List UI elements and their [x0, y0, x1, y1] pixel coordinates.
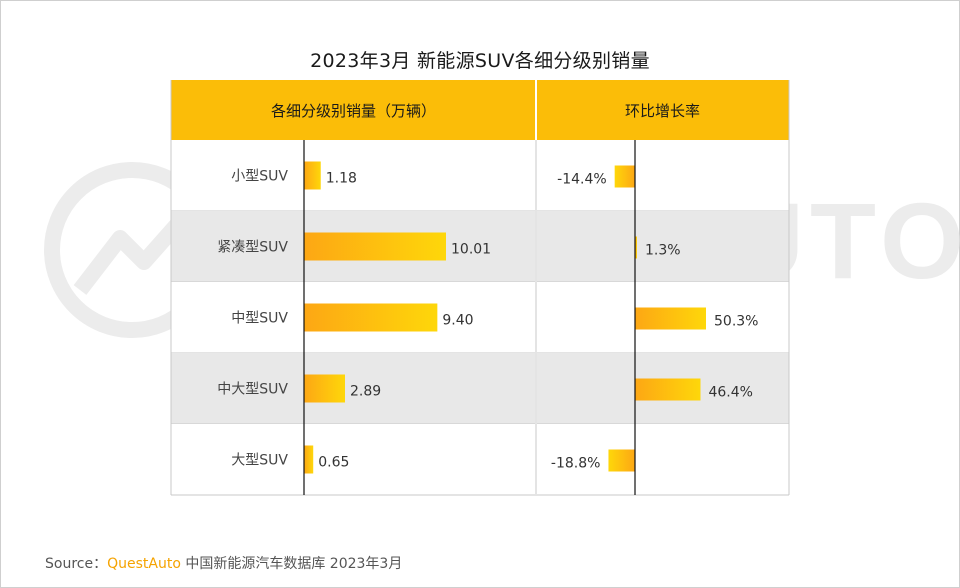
- growth-value-label: 50.3%: [714, 314, 758, 330]
- category-label: 中型SUV: [231, 311, 288, 327]
- source-prefix: Source：: [45, 556, 108, 572]
- growth-bar: [635, 307, 706, 330]
- growth-value-label: -18.8%: [551, 456, 601, 472]
- sales-bar: [304, 161, 321, 190]
- table-row-bg: [171, 211, 789, 282]
- table-row-bg: [171, 140, 789, 211]
- category-label: 小型SUV: [231, 169, 288, 185]
- sales-bar: [304, 303, 438, 332]
- source-line: Source：QuestAuto 中国新能源汽车数据库 2023年3月: [45, 553, 402, 573]
- header-cell-sales: [171, 80, 536, 140]
- table-row-bg: [171, 424, 789, 495]
- category-label: 大型SUV: [231, 453, 288, 469]
- chart-title: 2023年3月 新能源SUV各细分级别销量: [310, 50, 650, 72]
- growth-value-label: -14.4%: [557, 172, 607, 188]
- sales-bar: [304, 232, 446, 261]
- sales-value-label: 1.18: [326, 171, 357, 187]
- category-label: 紧凑型SUV: [217, 239, 288, 256]
- sales-value-label: 0.65: [318, 455, 349, 471]
- header-label-sales: 各细分级别销量（万辆）: [271, 102, 436, 120]
- growth-value-label: 1.3%: [645, 243, 681, 259]
- category-label: 中大型SUV: [217, 382, 288, 398]
- growth-bar: [635, 378, 701, 401]
- growth-bar: [614, 165, 635, 188]
- source-text: 中国新能源汽车数据库 2023年3月: [180, 556, 403, 572]
- growth-value-label: 46.4%: [708, 385, 752, 401]
- sales-bar: [304, 374, 345, 403]
- header-label-growth: 环比增长率: [625, 102, 700, 120]
- sales-value-label: 10.01: [451, 242, 491, 258]
- header-cell-growth: [536, 80, 789, 140]
- source-brand: QuestAuto: [107, 556, 181, 572]
- sales-value-label: 9.40: [442, 313, 473, 329]
- sales-value-label: 2.89: [350, 384, 381, 400]
- growth-bar: [608, 449, 635, 472]
- growth-bar: [635, 236, 637, 259]
- sales-bar: [304, 445, 314, 474]
